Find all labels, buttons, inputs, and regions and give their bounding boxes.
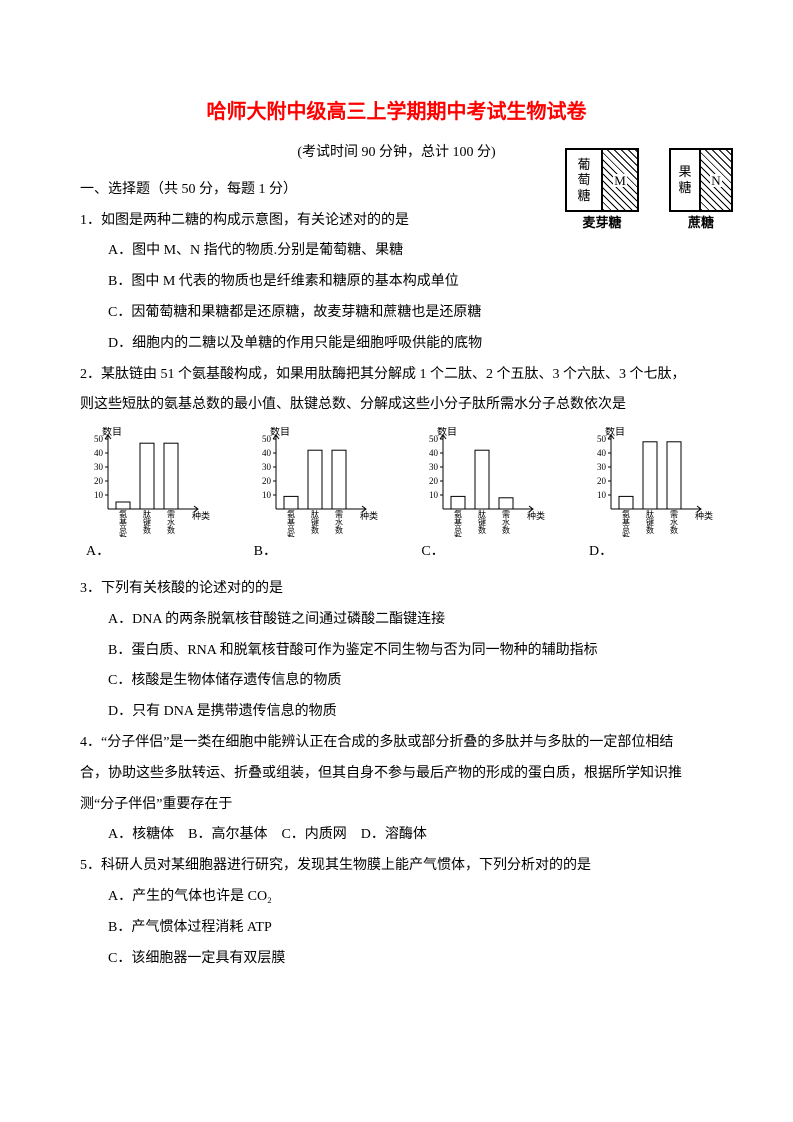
svg-text:数目: 数目 [605,427,625,438]
chart-A: 数目 10 20 30 40 50 氨基总数 肽键数 需水数 种类 [80,427,210,537]
svg-text:氨基总数: 氨基总数 [454,509,462,537]
q2-optC: C． [421,537,444,568]
svg-text:20: 20 [597,476,607,486]
label: 果 [678,164,691,180]
q4-line1: 4．“分子伴侣”是一类在细胞中能辨认正在合成的多肽或部分折叠的多肽并与多肽的一定… [80,728,713,759]
svg-text:需水数: 需水数 [335,510,343,535]
q3-stem: 3．下列有关核酸的论述对的的是 [80,574,713,605]
label-M: M [613,174,627,187]
label: 萄 [577,172,590,188]
label-N: N [710,174,721,187]
q3-optB: B．蛋白质、RNA 和脱氧核苷酸可作为鉴定不同生物与否为同一物种的辅助指标 [80,636,713,667]
q2-line1: 2．某肽链由 51 个氨基酸构成，如果用肽酶把其分解成 1 个二肽、2 个五肽、… [80,360,713,391]
svg-text:50: 50 [262,434,272,444]
sucrose-right: N [701,150,731,210]
sucrose-caption: 蔗糖 [669,214,733,232]
svg-text:20: 20 [429,476,439,486]
svg-text:数目: 数目 [270,427,290,438]
chart-D-wrap: 数目 10 20 30 40 50 氨基总数 肽键数 需水数 种类 D． [583,427,713,568]
maltose-caption: 麦芽糖 [565,214,639,232]
q1-optD: D．细胞内的二糖以及单糖的作用只能是细胞呼吸供能的底物 [80,329,713,360]
q4-opts: A．核糖体 B．高尔基体 C．内质网 D．溶酶体 [80,820,713,851]
q1-optC: C．因葡萄糖和果糖都是还原糖，故麦芽糖和蔗糖也是还原糖 [80,298,713,329]
svg-text:肽键数: 肽键数 [646,509,654,535]
svg-text:需水数: 需水数 [167,510,175,535]
label: 葡 [577,157,590,173]
svg-text:需水数: 需水数 [670,510,678,535]
q5-optC: C．该细胞器一定具有双层膜 [80,944,713,975]
svg-text:种类: 种类 [192,510,210,521]
q3-optD: D．只有 DNA 是携带遗传信息的物质 [80,697,713,728]
svg-text:40: 40 [597,448,607,458]
svg-text:10: 10 [94,490,104,500]
maltose-block: 葡 萄 糖 M 麦芽糖 [565,148,639,232]
maltose-box: 葡 萄 糖 M [565,148,639,212]
svg-text:10: 10 [429,490,439,500]
svg-text:30: 30 [429,462,439,472]
svg-text:种类: 种类 [360,510,378,521]
q4-line2: 合，协助这些多肽转运、折叠或组装，但其自身不参与最后产物的形成的蛋白质，根据所学… [80,759,713,790]
svg-text:40: 40 [429,448,439,458]
q2-optD: D． [589,537,613,568]
chart-B-wrap: 数目 10 20 30 40 50 氨基总数 肽键数 需水数 种类 B． [248,427,378,568]
q4-line3: 测“分子伴侣”重要存在于 [80,790,713,821]
svg-text:种类: 种类 [695,510,713,521]
svg-text:需水数: 需水数 [502,510,510,535]
svg-text:10: 10 [262,490,272,500]
exam-page: 哈师大附中级高三上学期期中考试生物试卷 (考试时间 90 分钟，总计 100 分… [0,0,793,1122]
q5-optA: A．产生的气体也许是 CO₂ [80,882,713,913]
svg-text:肽键数: 肽键数 [311,509,319,535]
chart-B: 数目 10 20 30 40 50 氨基总数 肽键数 需水数 种类 [248,427,378,537]
chart-C: 数目 10 20 30 40 50 氨基总数 肽键数 需水数 种类 [415,427,545,537]
svg-text:肽键数: 肽键数 [478,509,486,535]
svg-text:50: 50 [94,434,104,444]
svg-text:40: 40 [94,448,104,458]
svg-text:数目: 数目 [102,427,122,438]
q3-optA: A．DNA 的两条脱氧核苷酸链之间通过磷酸二酯键连接 [80,605,713,636]
sucrose-left: 果 糖 [671,150,701,210]
q2-charts: 数目 10 20 30 40 50 氨基总数 肽键数 需水数 种类 A． 数目 10 20 30 40 50… [80,427,713,568]
sucrose-box: 果 糖 N [669,148,733,212]
svg-text:30: 30 [94,462,104,472]
svg-text:30: 30 [262,462,272,472]
svg-text:肽键数: 肽键数 [143,509,151,535]
svg-text:50: 50 [429,434,439,444]
svg-text:40: 40 [262,448,272,458]
q3-optC: C．核酸是生物体储存遗传信息的物质 [80,666,713,697]
svg-text:氨基总数: 氨基总数 [287,509,295,537]
svg-text:10: 10 [597,490,607,500]
q5-stem: 5．科研人员对某细胞器进行研究，发现其生物膜上能产气惯体，下列分析对的的是 [80,851,713,882]
sucrose-block: 果 糖 N 蔗糖 [669,148,733,232]
chart-D: 数目 10 20 30 40 50 氨基总数 肽键数 需水数 种类 [583,427,713,537]
label: 糖 [577,188,590,204]
q2-optA: A． [86,537,110,568]
q2-line2: 则这些短肽的氨基总数的最小值、肽键总数、分解成这些小分子肽所需水分子总数依次是 [80,390,713,421]
svg-text:氨基总数: 氨基总数 [622,509,630,537]
svg-text:50: 50 [597,434,607,444]
q5-optB: B．产气惯体过程消耗 ATP [80,913,713,944]
chart-A-wrap: 数目 10 20 30 40 50 氨基总数 肽键数 需水数 种类 A． [80,427,210,568]
svg-text:种类: 种类 [527,510,545,521]
q2-optB: B． [254,537,277,568]
label: 糖 [678,180,691,196]
q1-optA: A．图中 M、N 指代的物质.分别是葡萄糖、果糖 [80,236,713,267]
chart-C-wrap: 数目 10 20 30 40 50 氨基总数 肽键数 需水数 种类 C． [415,427,545,568]
maltose-left: 葡 萄 糖 [567,150,603,210]
svg-text:数目: 数目 [437,427,457,438]
svg-text:20: 20 [94,476,104,486]
sugar-figure: 葡 萄 糖 M 麦芽糖 果 糖 N 蔗糖 [565,148,733,232]
maltose-right: M [603,150,637,210]
svg-text:氨基总数: 氨基总数 [119,509,127,537]
q1-optB: B．图中 M 代表的物质也是纤维素和糖原的基本构成单位 [80,267,713,298]
svg-text:20: 20 [262,476,272,486]
page-title: 哈师大附中级高三上学期期中考试生物试卷 [80,90,713,134]
svg-text:30: 30 [597,462,607,472]
